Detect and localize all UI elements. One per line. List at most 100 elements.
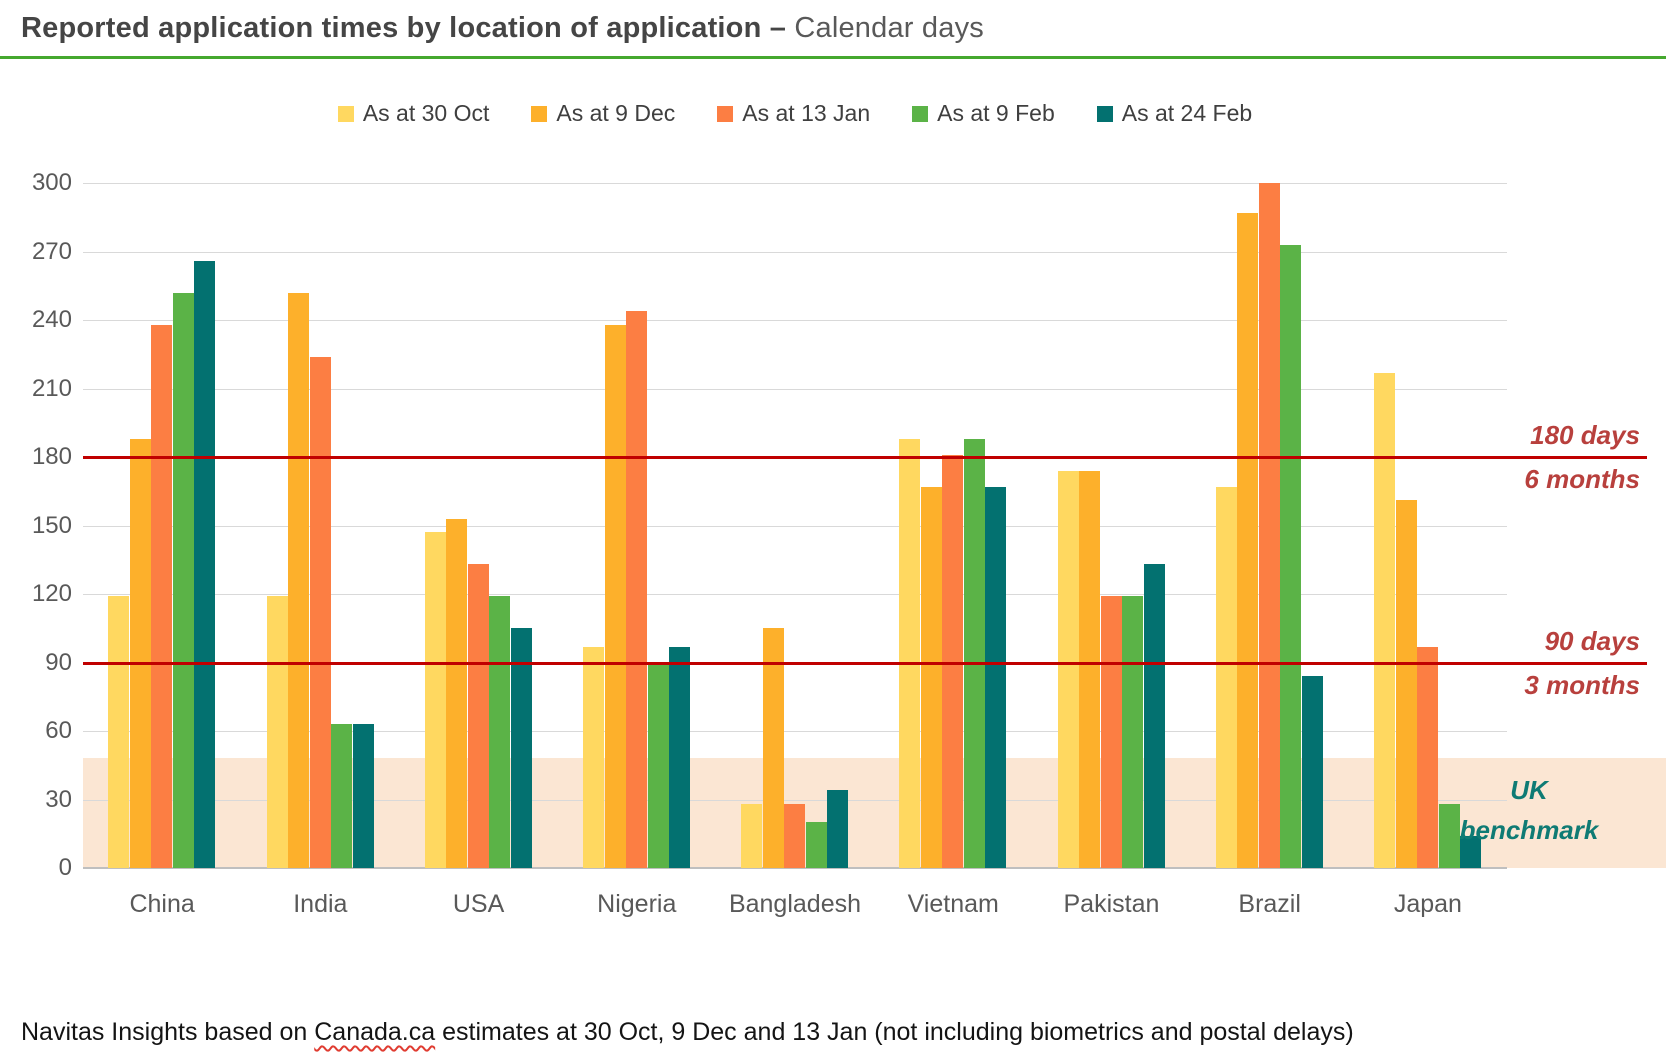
bar-usa-as-at-9-dec	[446, 518, 468, 868]
y-axis-label-30: 30	[45, 785, 72, 813]
bar-pakistan-as-at-9-dec	[1079, 470, 1101, 868]
bar-usa-as-at-30-oct	[424, 532, 446, 868]
bar-nigeria-as-at-9-feb	[647, 662, 669, 868]
page-title-main: Reported application times by location o…	[21, 12, 787, 44]
bar-india-as-at-9-feb	[331, 724, 353, 868]
gridline-120	[83, 594, 1507, 595]
bar-pakistan-as-at-30-oct	[1057, 470, 1079, 868]
bar-japan-as-at-30-oct	[1374, 372, 1396, 868]
bar-bangladesh-as-at-24-feb	[827, 790, 849, 868]
reference-label-180-top: 180 days	[1530, 420, 1640, 450]
gridline-60	[83, 731, 1507, 732]
bar-vietnam-as-at-9-dec	[920, 486, 942, 868]
bar-china-as-at-9-dec	[129, 438, 151, 868]
legend-swatch-icon	[531, 105, 548, 122]
bar-brazil-as-at-9-dec	[1237, 212, 1259, 868]
bar-brazil-as-at-24-feb	[1301, 676, 1323, 868]
bar-japan-as-at-24-feb	[1460, 836, 1482, 868]
source-note-suffix: estimates at 30 Oct, 9 Dec and 13 Jan (n…	[435, 1018, 1354, 1046]
bar-vietnam-as-at-13-jan	[942, 454, 964, 868]
legend-item-as-at-24-feb: As at 24 Feb	[1096, 100, 1253, 127]
y-axis-label-270: 270	[31, 237, 72, 265]
bar-brazil-as-at-9-feb	[1280, 244, 1302, 868]
x-axis-label-japan: Japan	[1393, 890, 1462, 918]
bar-nigeria-as-at-13-jan	[626, 310, 648, 868]
page-title: Reported application times by location o…	[21, 12, 984, 45]
bar-nigeria-as-at-30-oct	[583, 646, 605, 868]
source-note-canada-ca: Canada.ca	[314, 1018, 436, 1046]
legend-item-label: As at 9 Feb	[937, 100, 1055, 126]
legend-item-as-at-9-dec: As at 9 Dec	[531, 100, 675, 127]
source-note: Navitas Insights based on Canada.ca esti…	[21, 1018, 1354, 1047]
bar-brazil-as-at-30-oct	[1215, 486, 1237, 868]
x-axis-label-china: China	[129, 890, 195, 918]
reference-line-180	[83, 456, 1647, 459]
bar-bangladesh-as-at-30-oct	[741, 804, 763, 868]
x-axis-label-brazil: Brazil	[1238, 890, 1301, 918]
uk-benchmark-label: UK benchmark	[1414, 770, 1644, 850]
uk-benchmark-label-line2: benchmark	[1459, 815, 1599, 846]
y-axis-label-60: 60	[45, 717, 72, 744]
bar-bangladesh-as-at-13-jan	[784, 804, 806, 868]
x-axis-label-india: India	[293, 890, 348, 918]
bar-india-as-at-13-jan	[309, 356, 331, 868]
bar-japan-as-at-13-jan	[1417, 646, 1439, 868]
reference-label-90-bottom: 3 months	[1524, 669, 1640, 700]
bar-brazil-as-at-13-jan	[1258, 183, 1280, 868]
reference-label-180-bottom: 6 months	[1524, 464, 1640, 494]
y-axis-label-300: 300	[31, 169, 72, 196]
y-axis-label-180: 180	[31, 443, 72, 470]
bar-pakistan-as-at-24-feb	[1143, 564, 1165, 868]
gridline-300	[83, 183, 1507, 184]
y-axis-label-210: 210	[31, 374, 72, 402]
bar-china-as-at-13-jan	[151, 324, 173, 868]
legend-item-as-at-30-oct: As at 30 Oct	[337, 100, 490, 127]
bar-india-as-at-24-feb	[352, 724, 374, 868]
x-axis-label-vietnam: Vietnam	[907, 890, 999, 918]
bar-pakistan-as-at-9-feb	[1122, 596, 1144, 868]
bar-bangladesh-as-at-9-dec	[762, 628, 784, 868]
bar-japan-as-at-9-dec	[1395, 500, 1417, 868]
legend-item-label: As at 9 Dec	[556, 100, 676, 126]
page-title-subtitle: Calendar days	[786, 12, 984, 44]
y-axis-label-90: 90	[45, 648, 72, 676]
bar-usa-as-at-24-feb	[510, 628, 532, 868]
reference-label-90-top: 90 days	[1544, 625, 1640, 656]
bar-usa-as-at-13-jan	[467, 564, 489, 868]
chart-legend: As at 30 Oct As at 9 Dec As at 13 Jan As at…	[83, 100, 1507, 127]
legend-swatch-icon	[912, 105, 929, 122]
bar-bangladesh-as-at-9-feb	[805, 822, 827, 868]
legend-swatch-icon	[1096, 105, 1113, 122]
bar-india-as-at-30-oct	[266, 596, 288, 868]
y-axis-label-150: 150	[31, 511, 72, 539]
y-axis-label-120: 120	[31, 580, 72, 607]
gridline-270	[83, 251, 1507, 253]
bar-pakistan-as-at-13-jan	[1100, 596, 1122, 868]
legend-swatch-icon	[717, 105, 734, 122]
x-axis-label-bangladesh: Bangladesh	[728, 890, 862, 918]
reference-line-90	[83, 661, 1647, 665]
legend-item-as-at-9-feb: As at 9 Feb	[912, 100, 1055, 127]
bar-nigeria-as-at-24-feb	[669, 646, 691, 868]
bar-china-as-at-9-feb	[172, 292, 194, 868]
bar-usa-as-at-9-feb	[489, 596, 511, 868]
bar-vietnam-as-at-30-oct	[899, 438, 921, 868]
bar-vietnam-as-at-24-feb	[985, 486, 1007, 868]
bar-vietnam-as-at-9-feb	[963, 438, 985, 868]
plot-area	[83, 183, 1507, 869]
gridline-240	[83, 320, 1507, 321]
bar-japan-as-at-9-feb	[1438, 804, 1460, 868]
y-axis-label-0: 0	[58, 854, 72, 881]
bar-india-as-at-9-dec	[288, 292, 310, 868]
gridline-150	[83, 525, 1507, 527]
legend-item-label: As at 30 Oct	[362, 100, 490, 126]
x-axis-line	[83, 867, 1507, 869]
bar-china-as-at-24-feb	[194, 260, 216, 868]
gridline-30	[83, 799, 1507, 801]
x-axis-label-nigeria: Nigeria	[597, 890, 677, 918]
legend-item-label: As at 24 Feb	[1121, 100, 1253, 126]
bar-nigeria-as-at-9-dec	[604, 324, 626, 868]
x-axis-label-usa: USA	[452, 890, 505, 918]
legend-item-label: As at 13 Jan	[742, 100, 871, 126]
